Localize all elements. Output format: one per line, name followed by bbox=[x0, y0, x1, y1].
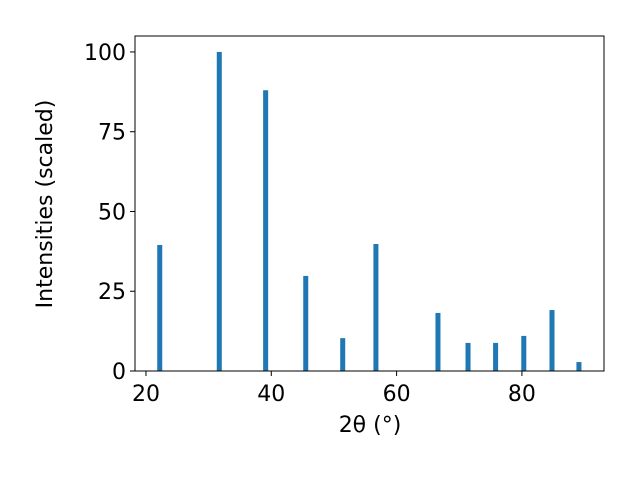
bar bbox=[435, 312, 441, 371]
y-axis-label: Intensities (scaled) bbox=[33, 100, 58, 309]
bar bbox=[576, 362, 582, 371]
bar bbox=[303, 275, 309, 371]
x-tick-label: 40 bbox=[257, 382, 285, 407]
bar bbox=[493, 342, 499, 371]
x-axis-label: 2θ (°) bbox=[339, 413, 402, 438]
plot-frame bbox=[134, 35, 605, 372]
bar bbox=[216, 51, 222, 371]
y-tick-label: 25 bbox=[98, 280, 126, 305]
x-tick-label: 60 bbox=[383, 382, 411, 407]
y-tick-label: 100 bbox=[84, 41, 126, 66]
x-tick-label: 80 bbox=[508, 382, 536, 407]
bar bbox=[373, 244, 379, 371]
y-tick-label: 50 bbox=[98, 200, 126, 225]
bar bbox=[521, 335, 527, 371]
y-tick-label: 0 bbox=[112, 360, 126, 385]
bar bbox=[340, 338, 346, 371]
x-tick-label: 20 bbox=[132, 382, 160, 407]
bar bbox=[465, 342, 471, 371]
bar bbox=[263, 90, 269, 371]
bar bbox=[549, 310, 555, 371]
y-tick-label: 75 bbox=[98, 121, 126, 146]
bar bbox=[157, 244, 163, 371]
